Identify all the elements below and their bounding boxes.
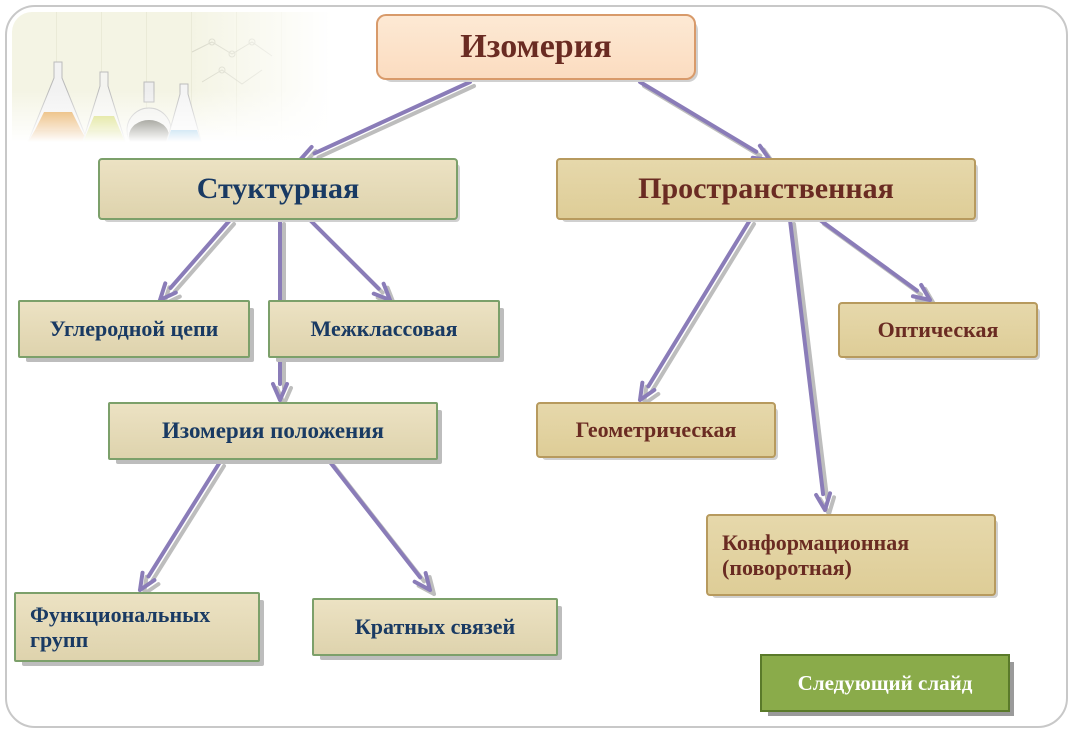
node-geometric: Геометрическая [536, 402, 776, 458]
node-spatial: Пространственная [556, 158, 976, 220]
node-carbon_chain: Углеродной цепи [18, 300, 250, 358]
node-interclass: Межклассовая [268, 300, 500, 358]
content-layer: Изомерия Стуктурная Пространственная Углеро… [0, 0, 1073, 733]
node-functional: Функциональных групп [14, 592, 260, 662]
slide: Изомерия Стуктурная Пространственная Углеро… [0, 0, 1073, 733]
node-multiple_bonds: Кратных связей [312, 598, 558, 656]
node-conformational: Конформационная (поворотная) [706, 514, 996, 596]
node-position: Изомерия положения [108, 402, 438, 460]
node-optical: Оптическая [838, 302, 1038, 358]
node-root: Изомерия [376, 14, 696, 80]
node-structural: Стуктурная [98, 158, 458, 220]
next-slide-button[interactable]: Следующий слайд [760, 654, 1010, 712]
